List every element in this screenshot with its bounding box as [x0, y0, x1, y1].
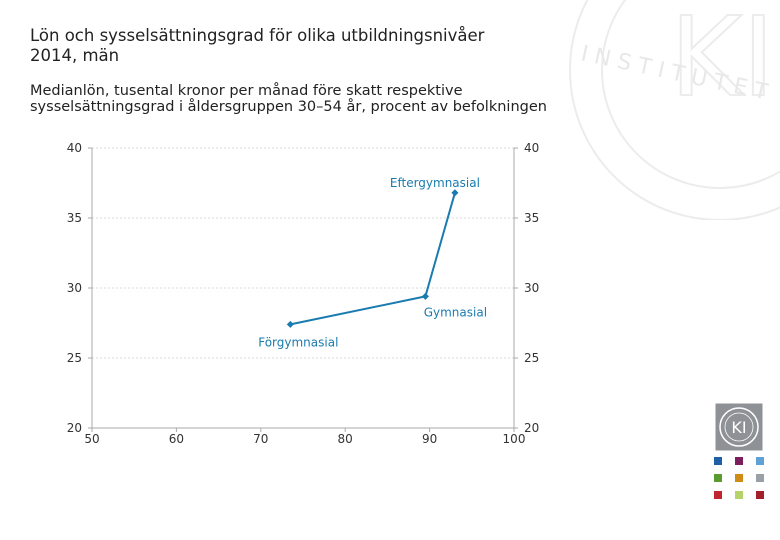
y-tick-label: 35 [67, 211, 82, 225]
x-tick-label: 60 [169, 432, 184, 446]
point-label: Förgymnasial [258, 335, 338, 349]
color-square [735, 474, 743, 482]
chart-subtitle: Medianlön, tusental kronor per månad för… [30, 83, 547, 115]
series [286, 189, 459, 328]
y2-tick-label: 30 [524, 281, 539, 295]
x-tick-label: 80 [338, 432, 353, 446]
chart-title: Lön och sysselsättningsgrad för olika ut… [30, 26, 485, 65]
data-point [286, 320, 294, 328]
y-tick-label: 20 [67, 421, 82, 435]
y2-tick-label: 25 [524, 351, 539, 365]
point-label: Gymnasial [424, 305, 487, 319]
y2-tick-label: 20 [524, 421, 539, 435]
svg-text:KI: KI [670, 0, 775, 121]
data-point [451, 189, 459, 197]
y2-tick-label: 40 [524, 141, 539, 155]
x-tick-label: 90 [422, 432, 437, 446]
color-square [714, 491, 722, 499]
color-square [735, 457, 743, 465]
ki-logo: KI [715, 403, 763, 451]
y-tick-label: 40 [67, 141, 82, 155]
x-tick-label: 70 [253, 432, 268, 446]
color-square [735, 491, 743, 499]
color-square [756, 491, 764, 499]
x-tick-label: 100 [503, 432, 526, 446]
y2-tick-label: 35 [524, 211, 539, 225]
tick-labels: 20 25 30 35 40 20 25 30 35 40 50 60 70 80 90 100 [67, 141, 540, 446]
y-tick-label: 25 [67, 351, 82, 365]
color-square [756, 457, 764, 465]
axes [88, 147, 518, 432]
watermark-seal: KI I N S T I T U T E T [569, 0, 780, 220]
color-square [714, 474, 722, 482]
point-labels: Förgymnasial Gymnasial Eftergymnasial [258, 176, 487, 350]
color-square [756, 474, 764, 482]
data-point [421, 292, 429, 300]
x-tick-label: 50 [84, 432, 99, 446]
color-square [714, 457, 722, 465]
y-tick-label: 30 [67, 281, 82, 295]
point-label: Eftergymnasial [390, 176, 480, 190]
logo-text: KI [731, 418, 746, 437]
